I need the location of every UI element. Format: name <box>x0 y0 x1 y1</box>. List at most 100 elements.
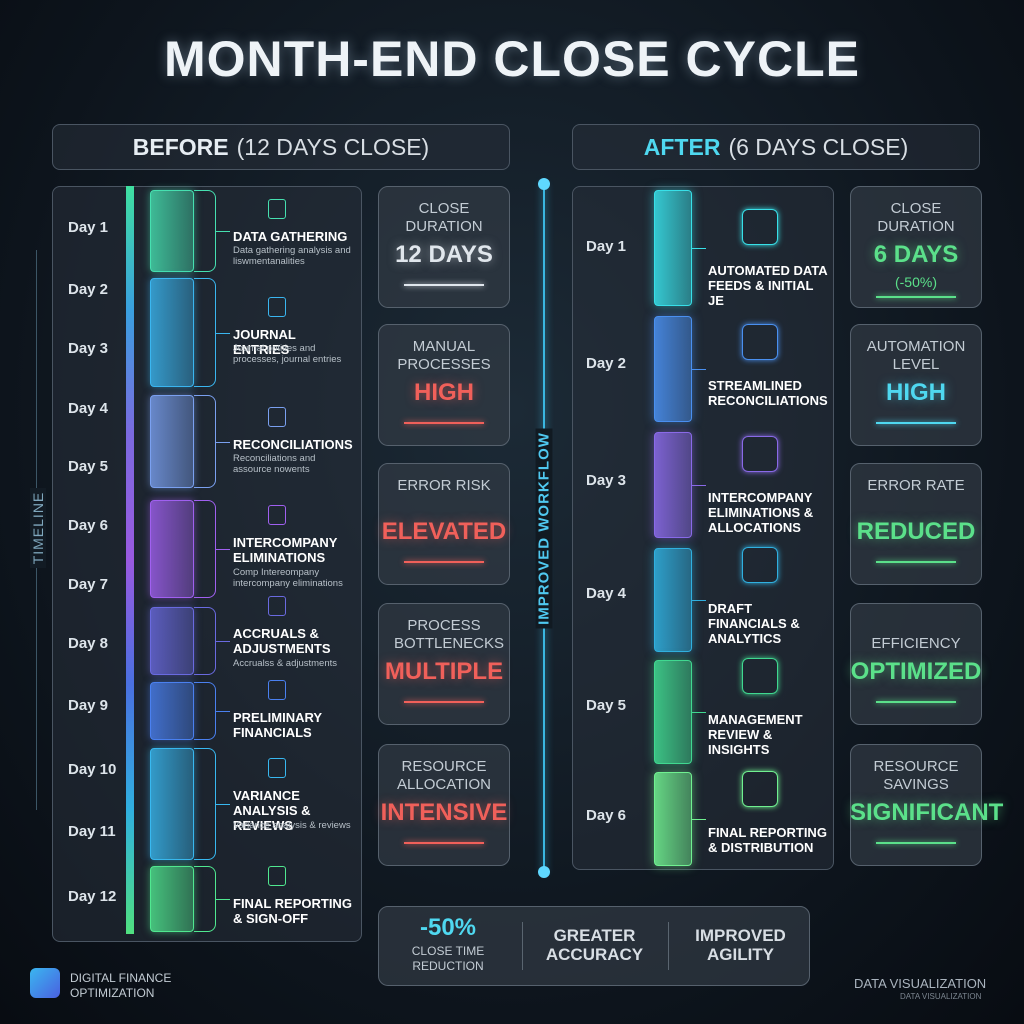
workflow-dot <box>538 178 550 190</box>
workflow-dot <box>538 866 550 878</box>
metric-card <box>850 463 982 585</box>
metric-card <box>378 603 510 725</box>
metric-value: SIGNIFICANT <box>850 799 1004 826</box>
step-block <box>654 772 692 866</box>
step-block <box>150 607 194 675</box>
step-bracket <box>194 682 216 740</box>
metric-note: (-50%) <box>894 274 937 290</box>
metric-underline <box>404 842 484 844</box>
step-desc: Data gathering analysis and liswmentanal… <box>233 245 351 267</box>
step-bracket <box>194 190 216 272</box>
metric-label: ERROR RISK <box>397 477 491 494</box>
step-title: VARIANCE ANALYSIS & REVIEWS <box>233 788 311 833</box>
day-label: Day 10 <box>68 761 117 778</box>
header-text: AFTER <box>643 133 721 160</box>
divider <box>668 922 669 970</box>
day-label: Day 6 <box>68 517 109 534</box>
page-title: MONTH-END CLOSE CYCLE <box>164 31 860 87</box>
step-title: AUTOMATED DATA FEEDS & INITIAL JE <box>708 263 828 308</box>
metric-value: HIGH <box>414 379 474 406</box>
metric-value: 12 DAYS <box>395 241 493 268</box>
metric-label: RESOURCE SAVINGS <box>873 758 959 793</box>
timeline-label: TIMELINE <box>30 488 46 568</box>
step-title: FINAL REPORTING & SIGN-OFF <box>233 896 352 926</box>
step-icon <box>742 324 778 360</box>
step-desc: Comp Intereompany intercompany eliminati… <box>233 567 343 589</box>
step-bracket <box>194 500 216 598</box>
day-label: Day 3 <box>68 340 109 357</box>
step-title: DATA GATHERING <box>233 229 348 244</box>
day-label: Day 1 <box>586 238 627 255</box>
step-desc: Journal potities and processes, journal … <box>233 343 342 365</box>
header-text: (6 DAYS CLOSE) <box>728 133 909 160</box>
connector <box>692 819 706 820</box>
day-label: Day 6 <box>586 807 627 824</box>
step-block <box>150 278 194 387</box>
step-icon <box>268 297 286 317</box>
step-icon <box>742 658 778 694</box>
step-title: DRAFT FINANCIALS & ANALYTICS <box>708 601 800 646</box>
step-title: MANAGEMENT REVIEW & INSIGHTS <box>708 712 803 757</box>
metric-underline <box>876 842 956 844</box>
metric-underline <box>404 422 484 424</box>
step-title: STREAMLINED RECONCILIATIONS <box>708 378 828 408</box>
step-desc: Accrualss & adjustments <box>233 658 338 669</box>
metric-label: PROCESS BOTTLENECKS <box>394 617 505 652</box>
metric-underline <box>404 701 484 703</box>
step-block <box>654 548 692 652</box>
step-title: INTERCOMPANY ELIMINATIONS <box>233 535 338 565</box>
step-block <box>150 190 194 272</box>
day-label: Day 7 <box>68 576 109 593</box>
day-label: Day 4 <box>68 400 109 417</box>
brand-text: DIGITAL FINANCE OPTIMIZATION <box>70 971 172 1000</box>
connector <box>692 600 706 601</box>
day-label: Day 2 <box>586 355 627 372</box>
metric-value: ELEVATED <box>381 518 507 545</box>
metric-card <box>378 463 510 585</box>
step-title: INTERCOMPANY ELIMINATIONS & ALLOCATIONS <box>708 490 814 535</box>
metric-card <box>378 744 510 866</box>
metric-value: OPTIMIZED <box>850 658 982 685</box>
day-label: Day 8 <box>68 635 109 652</box>
step-icon <box>742 436 778 472</box>
step-block <box>150 682 194 740</box>
step-title: ACCRUALS & ADJUSTMENTS <box>233 626 331 656</box>
step-block <box>150 866 194 932</box>
step-icon <box>268 199 286 219</box>
day-label: Day 5 <box>586 697 627 714</box>
step-block <box>150 395 194 488</box>
day-label: Day 3 <box>586 472 627 489</box>
day-label: Day 2 <box>68 281 109 298</box>
metric-underline <box>876 422 956 424</box>
step-title: FINAL REPORTING & DISTRIBUTION <box>708 825 827 855</box>
footer-right-sub: DATA VISUALIZATION <box>900 992 982 1001</box>
day-label: Day 11 <box>68 823 116 840</box>
metric-label: MANUAL PROCESSES <box>397 338 491 373</box>
summary-label: CLOSE TIME REDUCTION <box>411 944 485 973</box>
metric-underline <box>876 561 956 563</box>
day-label: Day 4 <box>586 585 627 602</box>
step-icon <box>268 758 286 778</box>
header-text: (12 DAYS CLOSE) <box>236 133 430 160</box>
metric-label: EFFICIENCY <box>871 635 961 652</box>
section-header: BEFORE (12 DAYS CLOSE) <box>52 124 510 170</box>
step-icon <box>268 866 286 886</box>
connector <box>216 441 230 443</box>
metric-value: HIGH <box>886 379 946 406</box>
connector <box>216 231 230 232</box>
day-label: Day 12 <box>68 888 117 905</box>
connector <box>216 332 230 334</box>
step-icon <box>268 505 286 525</box>
connector <box>216 804 230 805</box>
day-label: Day 1 <box>68 219 109 236</box>
step-title: RECONCILIATIONS <box>233 437 353 452</box>
summary-box <box>378 906 810 986</box>
step-block <box>654 660 692 764</box>
metric-card <box>850 744 982 866</box>
step-icon <box>268 407 286 427</box>
step-title: JOURNAL ENTRIES <box>233 327 296 357</box>
after-panel <box>572 186 834 870</box>
metric-underline <box>404 284 484 286</box>
